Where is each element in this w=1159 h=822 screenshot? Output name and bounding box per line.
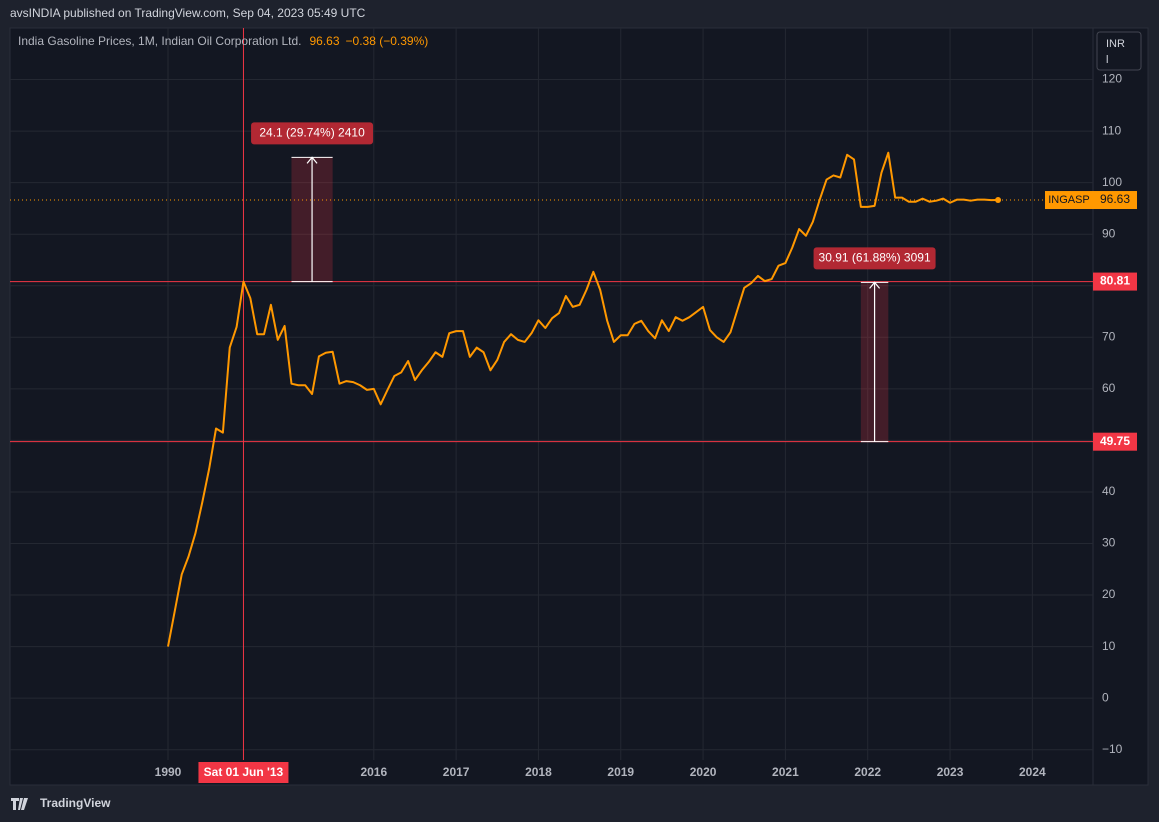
y-tick-label: 10 [1102,639,1116,653]
currency-unit: l [1106,54,1108,66]
x-tick-label: Sat 01 Jun '13 [204,765,284,779]
y-tick-label: 40 [1102,484,1116,498]
y-tick-label: 70 [1102,329,1116,343]
symbol-tag: INGASP [1048,194,1090,206]
measure-label-bg [813,247,936,270]
legend-title: India Gasoline Prices, 1M, Indian Oil Co… [18,34,301,48]
y-tick-label: 20 [1102,587,1116,601]
price-label-bg [1093,191,1137,210]
hline-label: 80.81 [1100,274,1130,288]
y-tick-label: 90 [1102,226,1116,240]
publisher: avsINDIA published on TradingView.com, S… [10,6,366,20]
measure-label-bg [251,122,374,145]
currency-button[interactable] [1096,31,1142,71]
measure-label: 24.1 (29.74%) 2410 [259,126,365,140]
x-tick-label: 2022 [854,765,881,779]
legend-value: 96.63 [309,34,339,48]
currency: INR [1106,38,1125,50]
y-tick-label: 120 [1102,72,1122,86]
symbol-tag-bg [1045,191,1093,210]
y-tick-label: 60 [1102,381,1116,395]
hline-label-bg [1093,432,1137,451]
y-tick-label: 110 [1102,123,1121,137]
measure-label: 30.91 (61.88%) 3091 [819,251,931,265]
last-point [995,197,1002,204]
x-tick-label: 2023 [937,765,964,779]
price-label: 96.63 [1100,192,1130,206]
x-tick-label: 2016 [360,765,387,779]
crosshair-label-bg [198,762,289,783]
x-tick-label: 2020 [690,765,717,779]
x-tick-label: 2019 [607,765,634,779]
y-tick-label: −10 [1102,742,1123,756]
hline-label-bg [1093,272,1137,291]
x-tick-label: 2024 [1019,765,1046,779]
x-tick-label: 2017 [443,765,470,779]
series-line [167,151,999,647]
y-tick-label: 100 [1102,175,1122,189]
x-tick-label: 2018 [525,765,552,779]
chart-pane [9,27,1149,786]
y-tick-label: 30 [1102,536,1116,550]
hline-label: 49.75 [1100,434,1130,448]
y-tick-label: 0 [1102,690,1109,704]
brand-logo [11,798,28,810]
x-tick-label: 1990 [155,765,182,779]
brand: TradingView [40,796,111,810]
legend-change: −0.38 (−0.39%) [346,34,429,48]
x-tick-label: 2021 [772,765,799,779]
